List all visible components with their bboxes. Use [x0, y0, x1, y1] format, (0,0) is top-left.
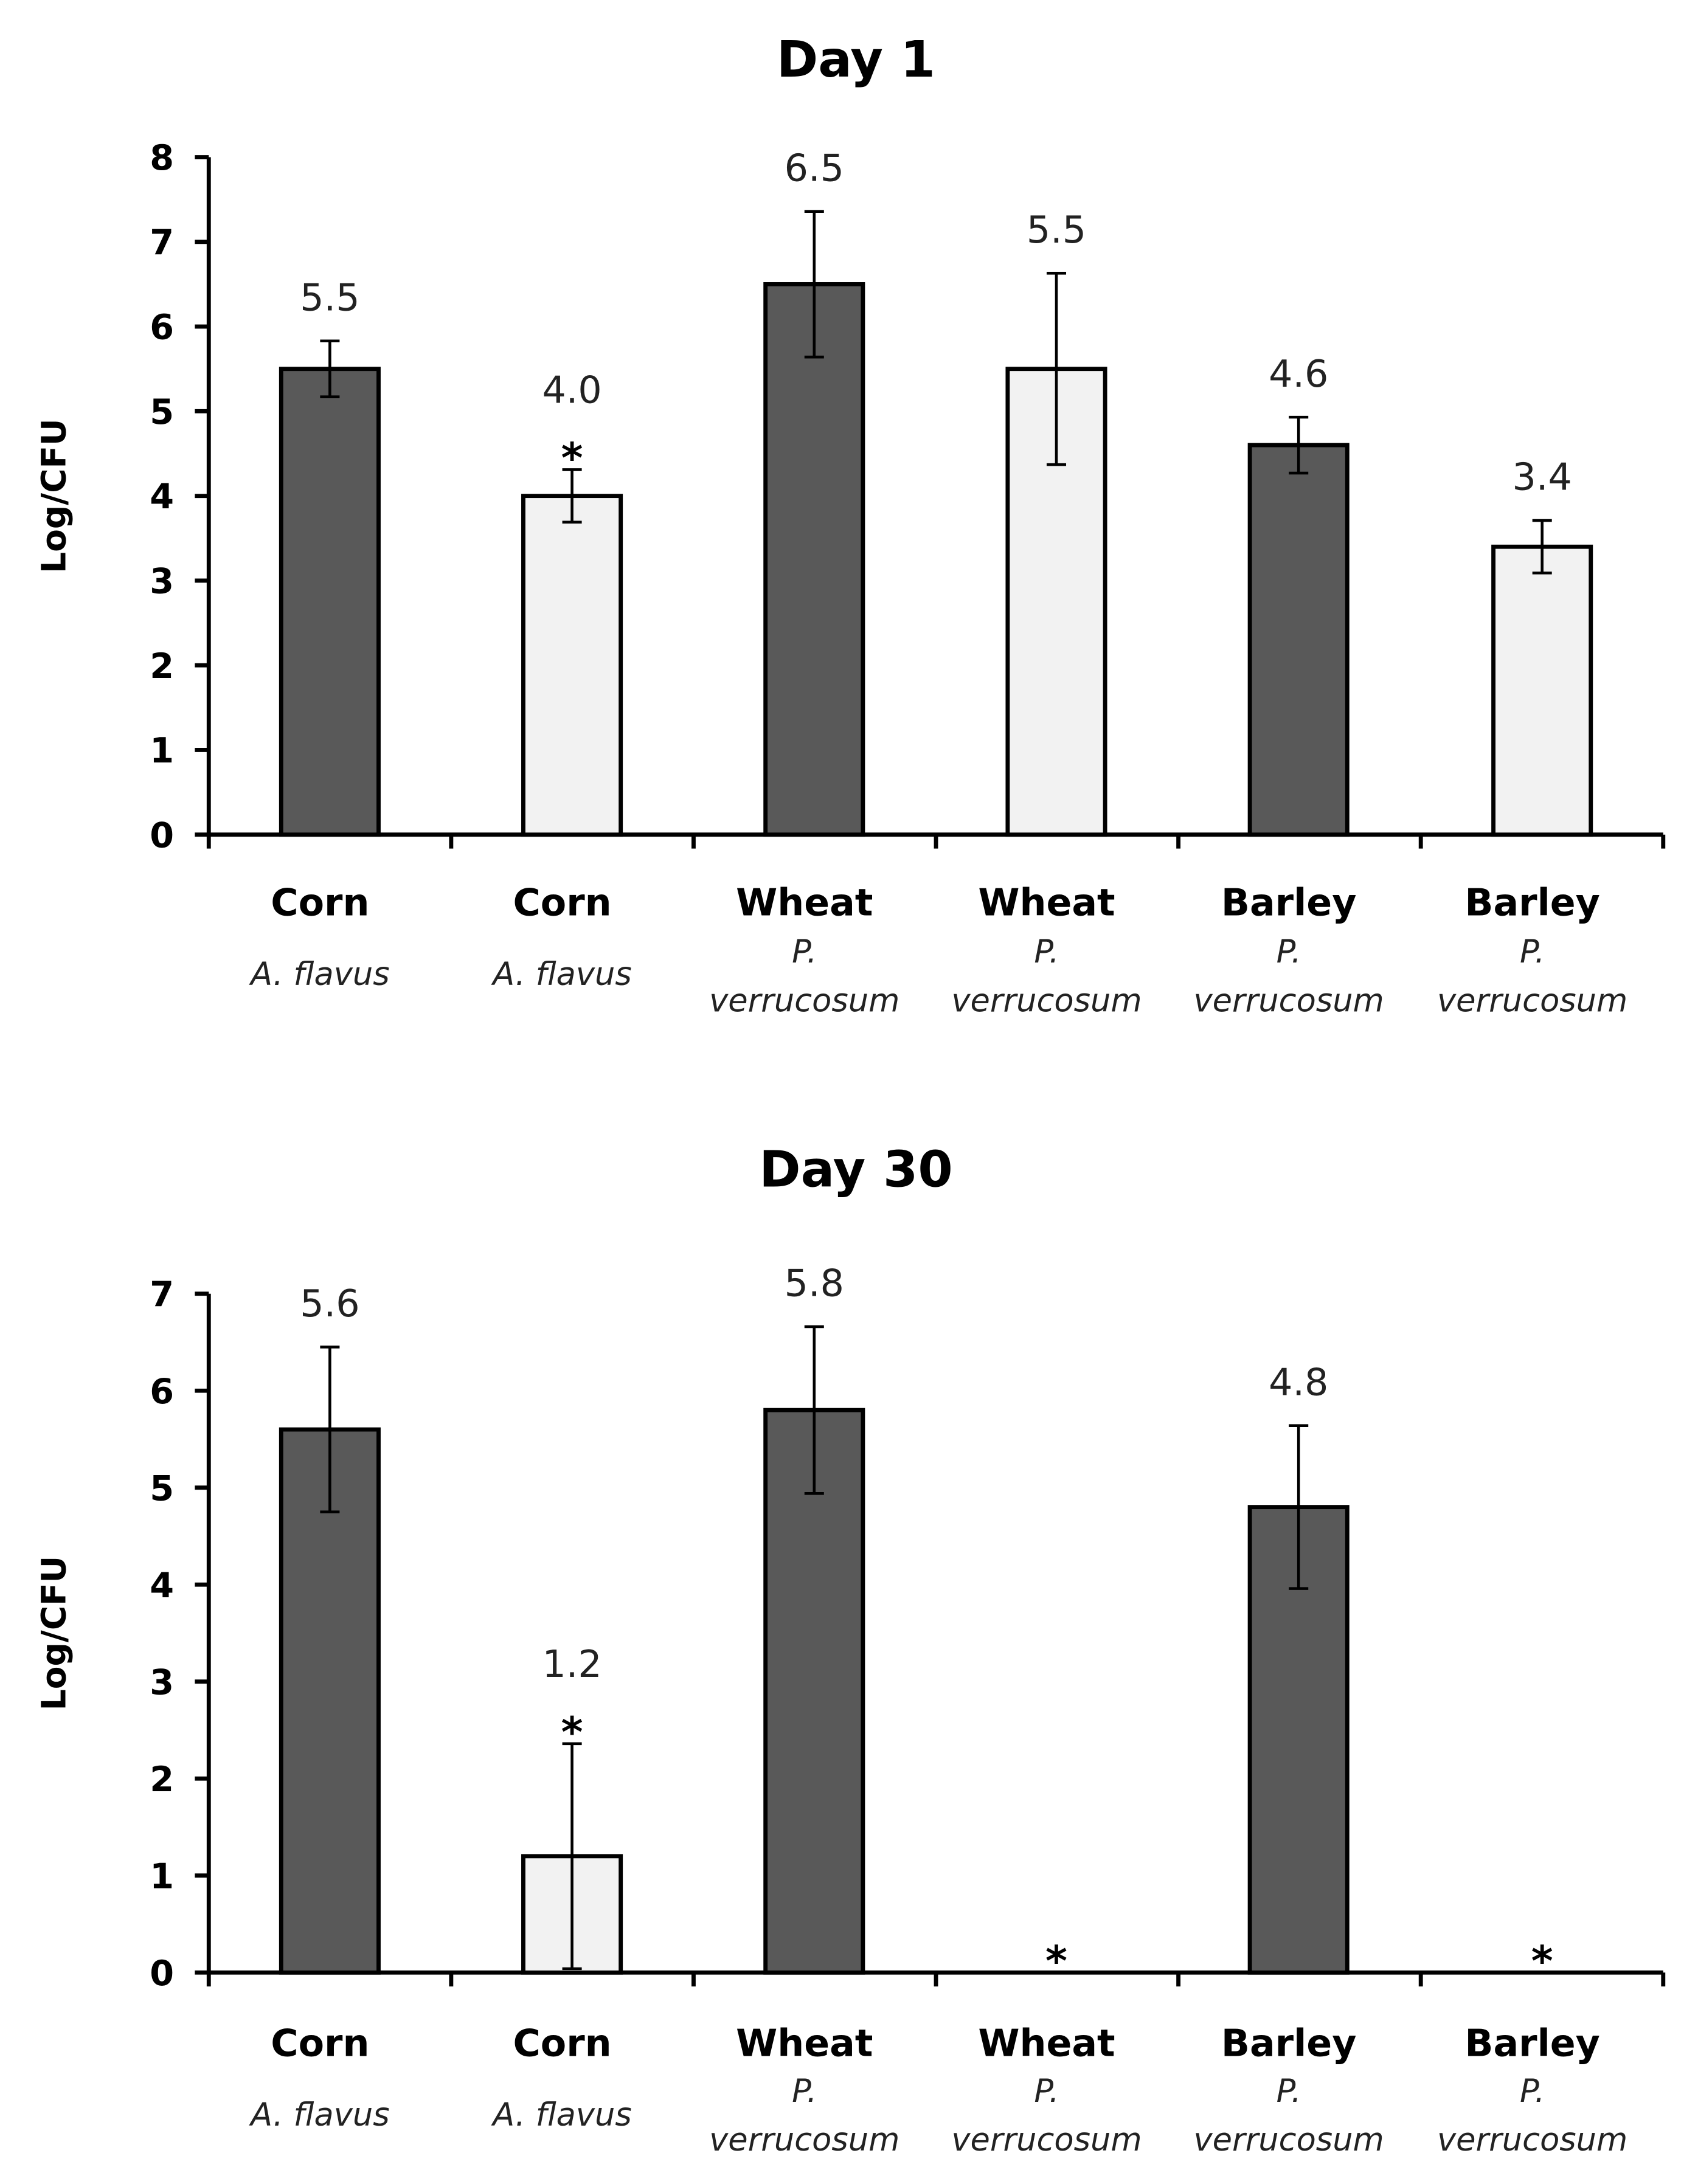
chart-title: Day 30 [759, 1141, 952, 1199]
x-species-label: A. flavus [249, 2096, 390, 2134]
x-category-label: Wheat [978, 880, 1115, 924]
x-species-label: P. [792, 2073, 817, 2110]
x-category-label: Wheat [736, 2022, 873, 2065]
y-tick-label: 4 [150, 477, 174, 517]
bar [763, 1408, 865, 1975]
data-label: 5.5 [300, 275, 359, 319]
data-label: 4.6 [1269, 352, 1328, 396]
x-category-label: Barley [1221, 880, 1357, 924]
x-species-label: A. flavus [249, 956, 390, 993]
bar-group: 6.5 Wheat P. verrucosum [709, 146, 899, 1019]
bar [763, 282, 865, 837]
bar [279, 367, 381, 837]
x-species-label: verrucosum [951, 982, 1142, 1019]
data-label: 5.8 [785, 1262, 844, 1305]
bar-group: 5.5 Wheat P. verrucosum [951, 208, 1142, 1019]
y-axis-label: Log/CFU [35, 418, 74, 573]
x-species-label: P. [1277, 2073, 1301, 2110]
y-tick-label: 0 [150, 1954, 174, 1994]
y-tick-label: 6 [150, 1372, 174, 1412]
x-category-label: Wheat [978, 2022, 1115, 2065]
x-category-label: Barley [1221, 2022, 1357, 2065]
data-label: 3.4 [1513, 455, 1572, 499]
x-species-label: P. [1277, 933, 1301, 970]
bar-group: 5.6 Corn A. flavus [249, 1282, 390, 2134]
data-label: 5.6 [300, 1282, 359, 1325]
x-species-label: verrucosum [1437, 982, 1627, 1019]
bar [521, 494, 623, 837]
x-species-label: verrucosum [951, 2121, 1142, 2158]
y-tick-label: 1 [150, 731, 174, 771]
bar [1491, 544, 1593, 837]
y-tick-label: 6 [150, 308, 174, 348]
y-tick-label: 3 [150, 1662, 174, 1702]
y-tick-label: 8 [150, 138, 174, 178]
bar-group: * Wheat P. verrucosum [951, 1937, 1142, 2158]
bar-group: 5.8 Wheat P. verrucosum [709, 1262, 899, 2158]
bar [1247, 443, 1350, 837]
bar-group: 4.6 Barley P. verrucosum [1194, 352, 1384, 1020]
bar [279, 1427, 381, 1975]
data-label: 6.5 [785, 146, 844, 190]
significance-marker: * [1045, 1937, 1067, 1986]
bar-group: * Barley P. verrucosum [1437, 1937, 1627, 2158]
bar-group: 5.5 Corn A. flavus [249, 275, 390, 992]
data-label: 1.2 [542, 1642, 601, 1686]
significance-marker: * [1531, 1937, 1553, 1986]
y-tick-label: 2 [150, 1760, 174, 1800]
y-tick-label: 3 [150, 562, 174, 602]
bar-group: * 1.2 Corn A. flavus [491, 1642, 632, 2134]
x-category-label: Wheat [736, 880, 873, 924]
y-tick-label: 1 [150, 1856, 174, 1896]
x-species-label: P. [1034, 2073, 1059, 2110]
x-species-label: verrucosum [1437, 2121, 1627, 2158]
significance-marker: * [561, 434, 583, 483]
bar-group: 4.8 Barley P. verrucosum [1194, 1360, 1384, 2158]
x-species-label: P. [1520, 2073, 1545, 2110]
x-species-label: verrucosum [1194, 2121, 1384, 2158]
chart-2: Day 30 Log/CFU 0 1 2 3 4 5 6 7 5.6 Corn A. flavus * 1.… [35, 1141, 1666, 2158]
y-tick-label: 5 [150, 1468, 174, 1508]
x-category-label: Corn [513, 880, 611, 924]
x-species-label: A. flavus [491, 956, 632, 993]
x-species-label: P. [1034, 933, 1059, 970]
x-category-label: Barley [1464, 2022, 1600, 2065]
x-species-label: P. [1520, 933, 1545, 970]
bar-group: 3.4 Barley P. verrucosum [1437, 455, 1627, 1020]
y-tick-label: 0 [150, 815, 174, 855]
x-species-label: P. [792, 933, 817, 970]
x-species-label: verrucosum [709, 982, 899, 1019]
data-label: 4.8 [1269, 1360, 1328, 1404]
y-axis-label: Log/CFU [35, 1556, 74, 1710]
x-species-label: verrucosum [1194, 982, 1384, 1019]
data-label: 4.0 [542, 368, 601, 412]
y-tick-label: 7 [150, 223, 174, 263]
y-tick-label: 2 [150, 646, 174, 686]
chart-1: Day 1 Log/CFU 0 1 2 3 4 5 6 7 8 5.5 Corn A. flavus * 4.… [35, 31, 1666, 1020]
bar-group: * 4.0 Corn A. flavus [491, 368, 632, 993]
chart-title: Day 1 [777, 31, 935, 89]
x-category-label: Corn [271, 880, 369, 924]
x-category-label: Corn [271, 2022, 369, 2065]
data-label: 5.5 [1027, 208, 1086, 252]
x-category-label: Barley [1464, 880, 1600, 924]
x-species-label: verrucosum [709, 2121, 899, 2158]
significance-marker: * [561, 1708, 583, 1757]
y-tick-label: 5 [150, 392, 174, 432]
x-species-label: A. flavus [491, 2096, 632, 2134]
y-tick-label: 4 [150, 1566, 174, 1606]
y-tick-label: 7 [150, 1274, 174, 1315]
x-category-label: Corn [513, 2022, 611, 2065]
